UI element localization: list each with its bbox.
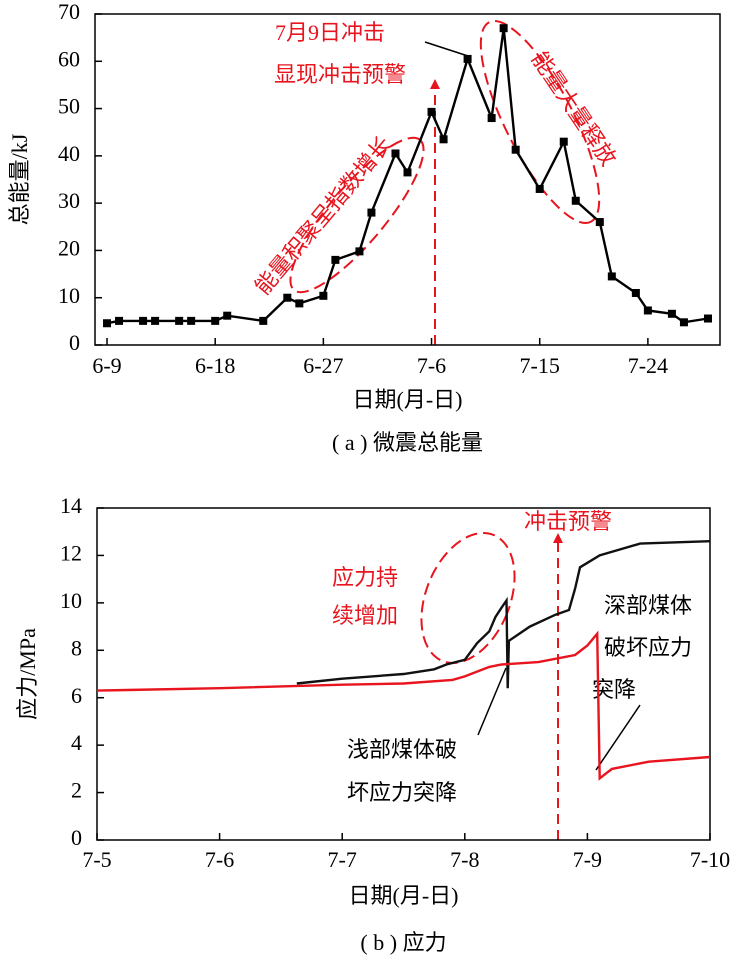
x-tick-label: 7-6 (417, 353, 446, 378)
x-axis-title: 日期(月-日) (353, 387, 463, 412)
x-tick-label: 6-18 (195, 353, 235, 378)
marker (151, 316, 160, 325)
marker (187, 316, 196, 325)
caption: ( a ) 微震总能量 (332, 430, 483, 455)
x-axis-title: 日期(月-日) (349, 883, 459, 908)
marker (631, 288, 640, 297)
y-tick-label: 60 (58, 46, 80, 71)
ellipse (420, 532, 516, 664)
x-tick-label: 7-10 (690, 847, 730, 872)
y-tick-label: 10 (58, 283, 80, 308)
marker (487, 114, 496, 123)
marker (427, 107, 436, 116)
marker (367, 208, 376, 217)
marker (103, 319, 112, 328)
marker (319, 291, 328, 300)
x-tick-label: 7-5 (82, 847, 111, 872)
x-tick-label: 7-24 (628, 353, 668, 378)
marker (223, 311, 232, 320)
marker (535, 184, 544, 193)
marker (259, 316, 268, 325)
marker (175, 316, 184, 325)
annotation: 显现冲击预警 (274, 62, 406, 87)
y-tick-label: 8 (71, 635, 82, 660)
caption: ( b ) 应力 (360, 930, 446, 955)
annotation: 冲击预警 (524, 509, 612, 534)
x-tick-label: 7-8 (450, 847, 479, 872)
series-line (96, 630, 711, 781)
y-tick-label: 14 (60, 493, 82, 518)
marker (403, 168, 412, 177)
marker (283, 293, 292, 302)
marker (463, 54, 472, 63)
marker (211, 316, 220, 325)
x-tick-label: 7-15 (520, 353, 560, 378)
ellipse (479, 20, 601, 224)
annotation: 破坏应力 (604, 635, 692, 660)
annotation: 续增加 (332, 603, 398, 628)
marker (115, 316, 124, 325)
marker (679, 318, 688, 327)
marker (439, 135, 448, 144)
annotation: 坏应力突降 (347, 780, 457, 805)
y-tick-label: 0 (69, 330, 80, 355)
x-tick-label: 6-9 (92, 353, 121, 378)
y-axis-title: 应力/MPa (15, 628, 40, 720)
y-tick-label: 40 (58, 141, 80, 166)
y-tick-label: 50 (58, 94, 80, 119)
marker (667, 309, 676, 318)
y-tick-label: 0 (71, 825, 82, 850)
marker (643, 306, 652, 315)
y-tick-label: 4 (71, 730, 82, 755)
x-tick-label: 7-7 (328, 847, 357, 872)
marker (331, 255, 340, 264)
y-tick-label: 30 (58, 188, 80, 213)
annotation: 应力持 (332, 565, 398, 590)
leader-line (477, 667, 507, 736)
marker (511, 145, 520, 154)
y-tick-label: 10 (60, 588, 82, 613)
marker (607, 272, 616, 281)
marker (295, 299, 304, 308)
marker (595, 218, 604, 227)
marker (703, 314, 712, 323)
annotation: 7月9日冲击 (275, 20, 385, 45)
y-tick-label: 6 (71, 683, 82, 708)
y-tick-label: 12 (60, 540, 82, 565)
plot-frame (96, 507, 711, 841)
marker (391, 149, 400, 158)
leader-line (424, 41, 469, 57)
annotation: 深部煤体 (604, 593, 692, 618)
marker (355, 247, 364, 256)
marker (499, 24, 508, 33)
plot-frame (94, 13, 721, 346)
series-line (296, 540, 711, 689)
y-tick-label: 2 (71, 778, 82, 803)
x-tick-label: 7-9 (573, 847, 602, 872)
y-axis-title: 总能量/kJ (7, 133, 32, 225)
marker (559, 137, 568, 146)
x-tick-label: 7-6 (205, 847, 234, 872)
annotation: 能量大量释放 (527, 47, 622, 170)
marker (139, 316, 148, 325)
y-tick-label: 70 (58, 0, 80, 24)
leader-line (595, 704, 641, 771)
annotation: 浅部煤体破 (347, 737, 457, 762)
x-tick-label: 6-27 (303, 353, 343, 378)
y-tick-label: 20 (58, 235, 80, 260)
marker (571, 196, 580, 205)
